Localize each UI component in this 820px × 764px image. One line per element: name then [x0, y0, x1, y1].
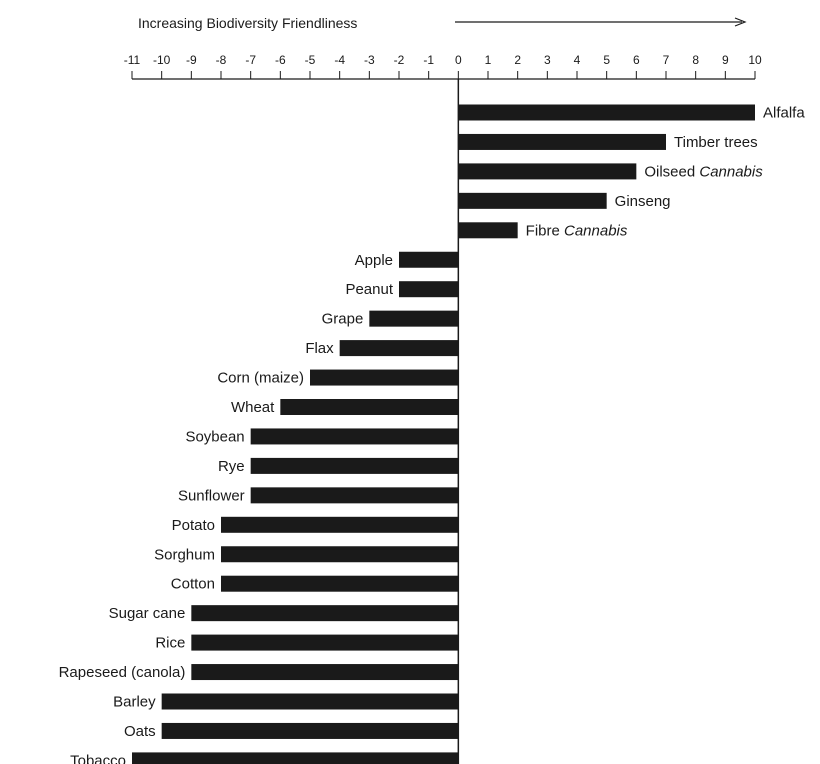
bar — [339, 340, 459, 357]
bar — [458, 192, 607, 209]
bar — [280, 399, 459, 415]
x-tick-label: 2 — [514, 53, 521, 67]
x-tick-label: 1 — [485, 53, 492, 67]
bar — [161, 693, 459, 710]
bar-label: Oilseed Cannabis — [644, 163, 763, 180]
bar — [221, 546, 459, 563]
bar — [458, 133, 666, 150]
bar-label: Timber trees — [674, 134, 758, 151]
bar — [191, 664, 459, 681]
x-tick-label: -11 — [124, 53, 141, 67]
bar-label: Tobacco — [70, 752, 126, 764]
x-tick-label: 5 — [603, 53, 610, 67]
bars-group — [132, 104, 755, 764]
x-tick-label: -4 — [334, 53, 345, 67]
bar-label: Corn (maize) — [217, 370, 304, 387]
bar — [250, 428, 459, 445]
bar — [399, 281, 459, 298]
bar-label: Peanut — [345, 281, 393, 298]
x-tick-label: 0 — [455, 53, 462, 67]
bar-label: Wheat — [231, 399, 275, 416]
x-tick-label: -2 — [394, 53, 405, 67]
bar-label: Grape — [322, 311, 364, 328]
bar — [132, 752, 459, 764]
bar — [399, 251, 459, 268]
bar-label: Oats — [124, 723, 156, 740]
x-tick-label: -1 — [423, 53, 434, 67]
bar-label: Sunflower — [178, 487, 245, 504]
x-tick-label: 10 — [748, 53, 762, 67]
chart-title: Increasing Biodiversity Friendliness — [138, 15, 357, 31]
bar-label: Barley — [113, 694, 156, 711]
bar — [458, 163, 637, 180]
bar-label: Cotton — [171, 576, 215, 593]
x-tick-label: -10 — [153, 53, 171, 67]
bar — [191, 634, 459, 651]
x-tick-label: 9 — [722, 53, 729, 67]
bar-label: Alfalfa — [763, 105, 805, 122]
bar-label: Sugar cane — [109, 605, 186, 622]
bar-label: Rye — [218, 458, 245, 475]
bar-label: Ginseng — [615, 193, 671, 210]
x-tick-label: -7 — [245, 53, 256, 67]
bar — [250, 487, 459, 504]
x-tick-label: 6 — [633, 53, 640, 67]
bar — [161, 722, 459, 739]
x-tick-label: -3 — [364, 53, 375, 67]
x-tick-label: -8 — [216, 53, 227, 67]
bar — [221, 575, 459, 592]
bar-label: Rice — [155, 635, 185, 652]
x-tick-label: 8 — [692, 53, 699, 67]
bar-label: Rapeseed (canola) — [59, 664, 186, 681]
title-arrow-icon — [455, 17, 747, 27]
x-tick-label: 7 — [663, 53, 670, 67]
x-axis: -11 -10 -9 -8 -7 -6 -5 -4 -3 -2 -1 0 1 2 3 4 5 6 7 8 9 10 — [124, 53, 762, 764]
bar-label: Sorghum — [154, 546, 215, 563]
bar-label: Potato — [172, 517, 215, 534]
x-tick-label: -9 — [186, 53, 197, 67]
bar — [310, 369, 459, 386]
bar-label: Fibre Cannabis — [526, 222, 628, 239]
x-tick-label: 3 — [544, 53, 551, 67]
bar — [250, 457, 459, 474]
bar — [221, 516, 459, 533]
bar-label: Apple — [355, 252, 393, 269]
x-tick-label: -5 — [305, 53, 316, 67]
bar — [458, 104, 755, 121]
x-tick-label: -6 — [275, 53, 286, 67]
bar — [369, 310, 459, 327]
bar-label: Soybean — [185, 428, 244, 445]
bar — [458, 222, 518, 239]
x-tick-label: 4 — [574, 53, 581, 67]
category-labels: Alfalfa Timber trees Oilseed Cannabis Ginse… — [59, 105, 806, 764]
bar-label: Flax — [305, 340, 334, 357]
bar — [191, 605, 459, 622]
